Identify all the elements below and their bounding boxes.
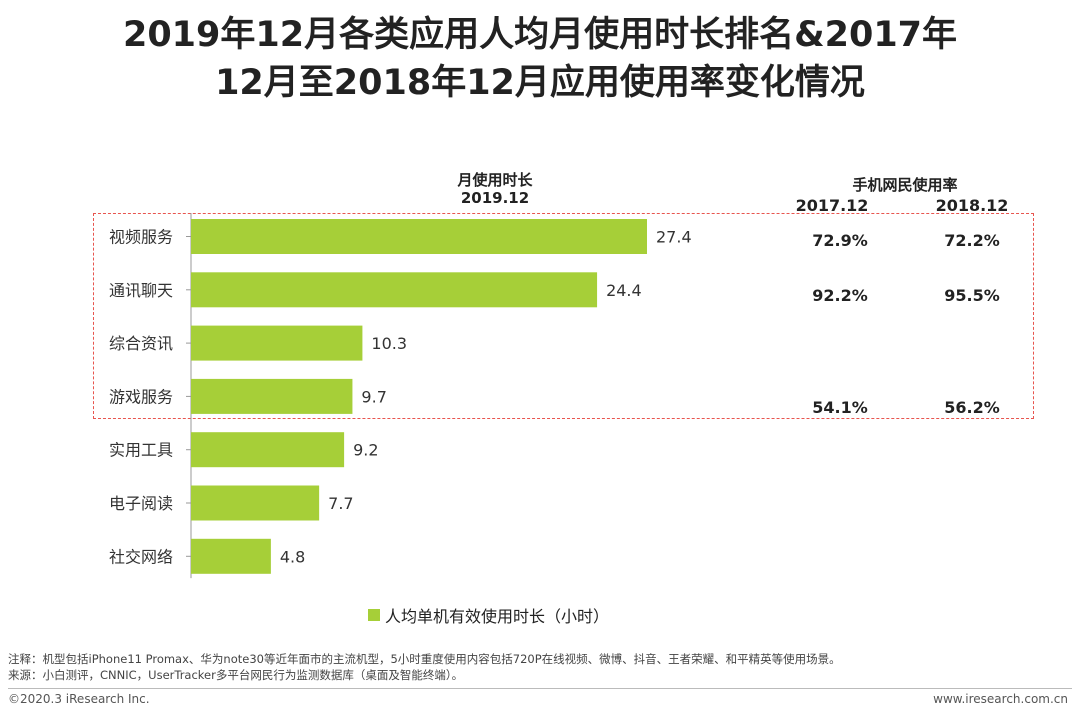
bar: [191, 432, 345, 468]
bar: [191, 538, 271, 574]
usage-rate-header: 手机网民使用率: [852, 176, 958, 194]
usage-rate-col-2018: 2018.12: [935, 196, 1009, 215]
chart-legend: 人均单机有效使用时长（小时）: [368, 603, 609, 627]
value-label: 24.4: [606, 281, 642, 300]
value-label: 7.7: [328, 494, 353, 513]
monthly-usage-header-title: 月使用时长: [457, 171, 533, 189]
bar: [191, 272, 598, 308]
category-label: 游戏服务: [109, 387, 173, 406]
footer-divider: [8, 688, 1072, 689]
monthly-usage-header: 月使用时长 2019.12: [390, 171, 600, 207]
rate-2018-games: 56.2%: [944, 398, 1000, 417]
footer-copyright: ©2020.3 iResearch Inc.: [8, 692, 150, 706]
category-label: 视频服务: [109, 228, 173, 247]
monthly-usage-header-period: 2019.12: [460, 189, 530, 207]
footer-website: www.iresearch.com.cn: [933, 692, 1068, 706]
value-label: 27.4: [656, 228, 692, 247]
rate-2018-chat: 95.5%: [944, 286, 1000, 305]
usage-rate-col-2017: 2017.12: [795, 196, 869, 215]
value-label: 4.8: [280, 547, 305, 566]
category-label: 实用工具: [109, 441, 173, 460]
category-label: 电子阅读: [109, 494, 173, 513]
rate-2017-video: 72.9%: [812, 231, 868, 250]
category-label: 通讯聊天: [109, 281, 173, 300]
bar: [191, 485, 320, 521]
highlight-box: [93, 213, 1034, 419]
bar: [191, 325, 363, 361]
value-label: 10.3: [371, 334, 407, 353]
rate-2018-video: 72.2%: [944, 231, 1000, 250]
bar: [191, 378, 353, 414]
rate-2017-chat: 92.2%: [812, 286, 868, 305]
legend-swatch: [368, 609, 380, 621]
category-label: 综合资讯: [109, 334, 173, 353]
rate-2017-games: 54.1%: [812, 398, 868, 417]
note-line: 注释：机型包括iPhone11 Promax、华为note30等近年面市的主流机…: [8, 652, 841, 666]
chart-title-line1: 2019年12月各类应用人均月使用时长排名&2017年: [122, 15, 958, 55]
bar: [191, 219, 647, 254]
source-line: 来源：小白测评，CNNIC，UserTracker多平台网民行为监测数据库（桌面…: [8, 668, 464, 682]
value-label: 9.2: [353, 441, 378, 460]
category-label: 社交网络: [109, 547, 173, 566]
chart-title-line2: 12月至2018年12月应用使用率变化情况: [215, 63, 865, 103]
value-label: 9.7: [361, 387, 386, 406]
legend-label: 人均单机有效使用时长（小时）: [385, 607, 610, 626]
